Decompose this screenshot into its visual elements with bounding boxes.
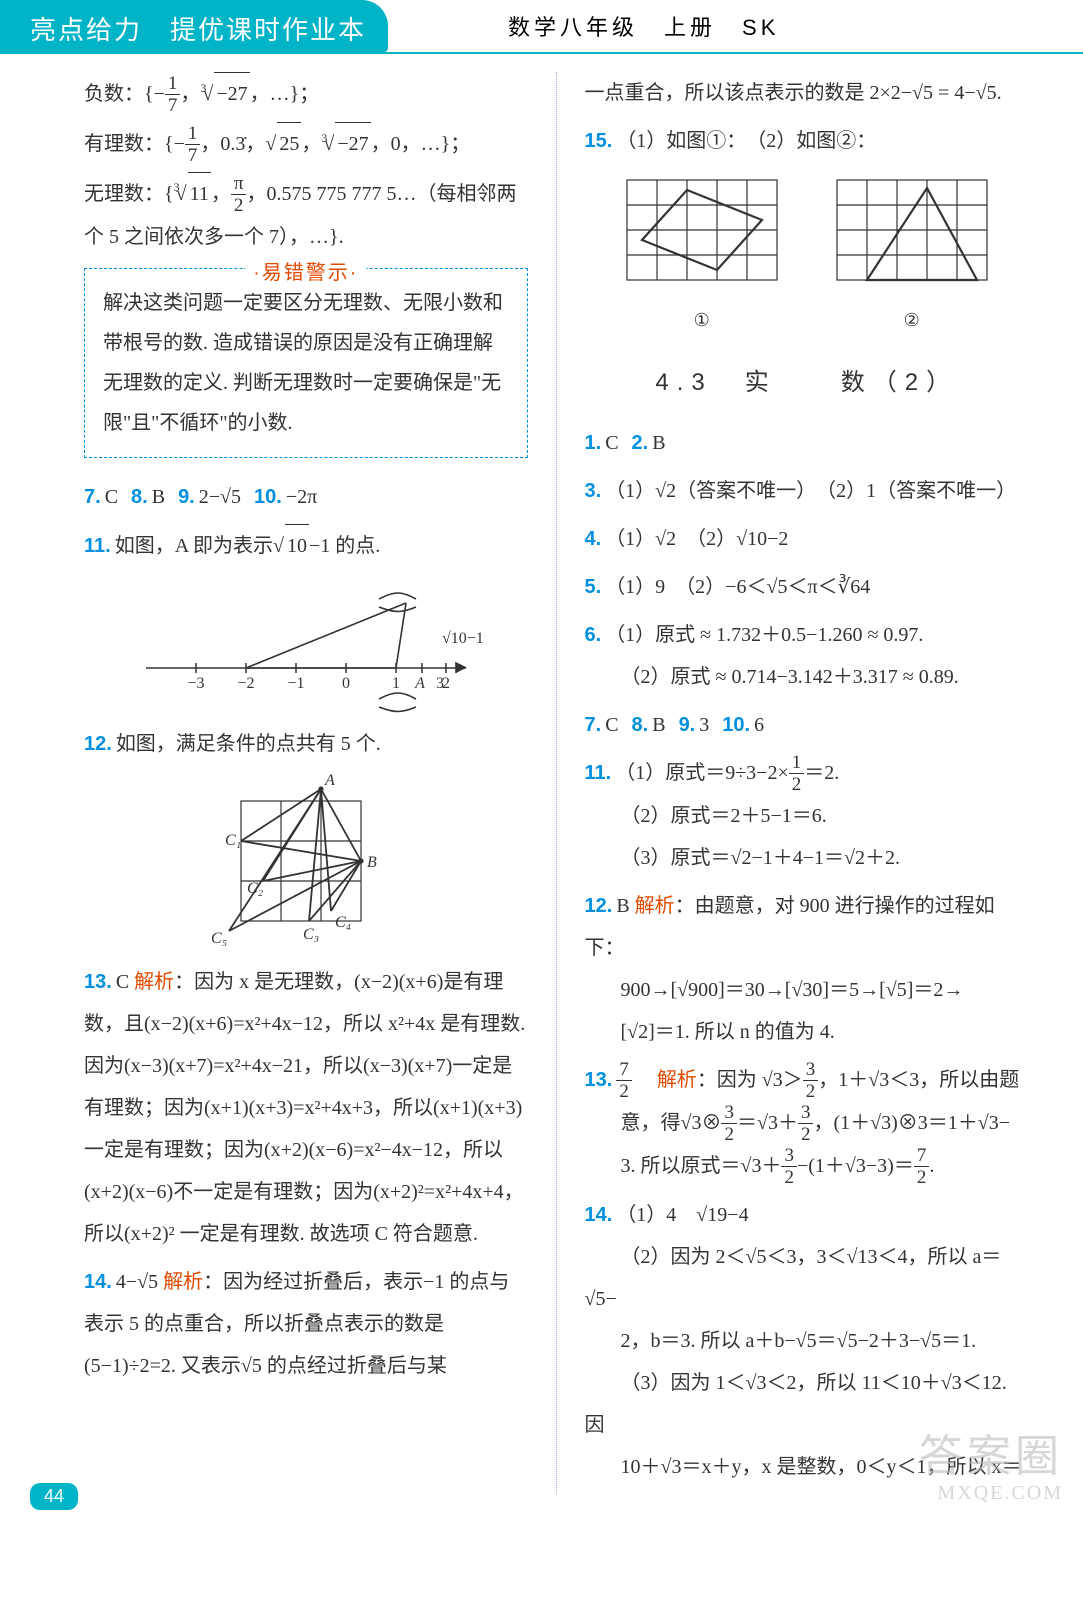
- q15-fig2: [827, 170, 997, 300]
- classify-irrationals: 无理数：{3√11，π2，0.575 775 777 5…（每相邻两 个 5 之…: [84, 172, 528, 258]
- svg-text:−3: −3: [187, 675, 204, 692]
- q14: 14.4−√5 解析：因为经过折叠后，表示−1 的点与表示 5 的点重合，所以折…: [84, 1261, 528, 1387]
- right-column: 一点重合，所以该点表示的数是 2×2−√5 = 4−√5. 15.（1）如图①：…: [557, 72, 1044, 1494]
- svg-text:1: 1: [392, 675, 400, 692]
- r-q6: 6.（1）原式 ≈ 1.732＋0.5−1.260 ≈ 0.97. （2）原式 …: [585, 614, 1030, 698]
- page-header: 亮点给力 提优课时作业本 数学八年级 上册 SK: [0, 0, 1083, 54]
- warning-box: ·易错警示· 解决这类问题一定要区分无理数、无限小数和带根号的数. 造成错误的原…: [84, 268, 528, 458]
- warning-title: ·易错警示·: [245, 253, 366, 293]
- brand-title: 亮点给力 提优课时作业本: [0, 0, 388, 52]
- svg-text:3: 3: [436, 675, 444, 692]
- r-q12: 12.B 解析：由题意，对 900 进行操作的过程如下： 900→[√900]＝…: [585, 885, 1030, 1053]
- section-title: 4.3 实 数（2）: [585, 358, 1030, 408]
- svg-text:C₄: C₄: [335, 914, 351, 931]
- svg-text:A: A: [414, 675, 425, 692]
- numberline-figure: −3−2−1 012 A3 √10−1: [126, 573, 486, 723]
- svg-text:C₂: C₂: [247, 880, 264, 897]
- q11: 11.如图，A 即为表示√10−1 的点.: [84, 524, 528, 567]
- svg-text:C₃: C₃: [303, 926, 319, 943]
- q15-figures: ① ②: [585, 170, 1030, 340]
- svg-text:C₁: C₁: [225, 832, 241, 849]
- watermark: 答案圈 MXQE.COM: [919, 1433, 1063, 1503]
- r-q3: 3.（1）√2（答案不唯一） （2）1（答案不唯一）: [585, 470, 1030, 512]
- q12-figure: A B C₁ C₂ C₃ C₄ C₅: [201, 771, 411, 961]
- q7-10: 7.C 8.B 9.2−√5 10.−2π: [84, 476, 528, 518]
- r-q5: 5.（1）9 （2）−6＜√5＜π＜∛64: [585, 566, 1030, 608]
- r-q7-10: 7.C 8.B 9.3 10.6: [585, 704, 1030, 746]
- svg-text:B: B: [367, 854, 377, 871]
- classify-negatives: 负数：{−17，3√−27，…}；: [84, 72, 528, 116]
- r-q13: 13.72 解析：因为 √3＞32，1＋√3＜3，所以由题 意，得√3⊗32＝√…: [585, 1059, 1030, 1188]
- svg-text:−2: −2: [237, 675, 254, 692]
- warning-body: 解决这类问题一定要区分无理数、无限小数和带根号的数. 造成错误的原因是没有正确理…: [103, 292, 503, 434]
- r-q4: 4.（1）√2 （2）√10−2: [585, 518, 1030, 560]
- classify-rationals: 有理数：{−17，0.3̇，√25，3√−27，0，…}；: [84, 122, 528, 166]
- r-q11: 11.（1）原式＝9÷3−2×12＝2. （2）原式＝2＋5−1＝6. （3）原…: [585, 752, 1030, 879]
- content-columns: 负数：{−17，3√−27，…}； 有理数：{−17，0.3̇，√25，3√−2…: [0, 72, 1083, 1524]
- q15: 15.（1）如图①： （2）如图②：: [585, 120, 1030, 162]
- r-q1-2: 1.C 2.B: [585, 422, 1030, 464]
- svg-text:0: 0: [342, 675, 350, 692]
- svg-text:−1: −1: [287, 675, 304, 692]
- q14-cont: 一点重合，所以该点表示的数是 2×2−√5 = 4−√5.: [585, 72, 1030, 114]
- svg-text:C₅: C₅: [211, 930, 227, 947]
- svg-text:√10−1: √10−1: [442, 630, 484, 647]
- q13: 13.C 解析：因为 x 是无理数，(x−2)(x+6)是有理数，且(x−2)(…: [84, 961, 528, 1255]
- watermark-line1: 答案圈: [919, 1433, 1063, 1481]
- header-meta: 数学八年级 上册 SK: [388, 0, 1083, 52]
- page-number: 44: [30, 1483, 78, 1510]
- left-column: 负数：{−17，3√−27，…}； 有理数：{−17，0.3̇，√25，3√−2…: [70, 72, 557, 1494]
- q15-fig1: [617, 170, 787, 300]
- svg-text:A: A: [324, 772, 335, 789]
- q12: 12.如图，满足条件的点共有 5 个.: [84, 723, 528, 765]
- watermark-line2: MXQE.COM: [919, 1482, 1063, 1504]
